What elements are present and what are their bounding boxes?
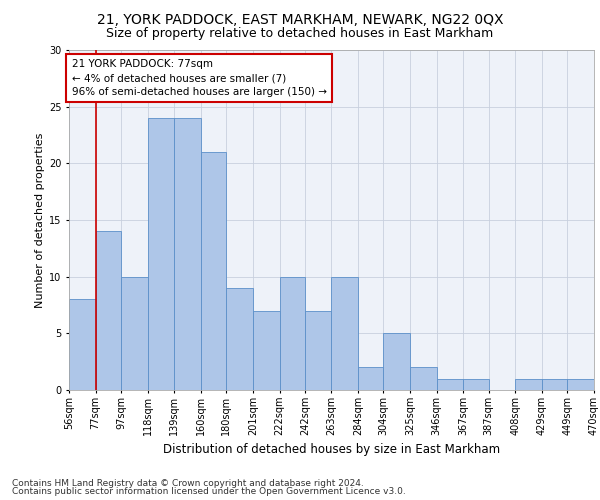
- Bar: [253, 310, 280, 390]
- Bar: [280, 276, 305, 390]
- Text: 21, YORK PADDOCK, EAST MARKHAM, NEWARK, NG22 0QX: 21, YORK PADDOCK, EAST MARKHAM, NEWARK, …: [97, 12, 503, 26]
- Bar: [201, 152, 226, 390]
- Bar: [383, 334, 410, 390]
- Bar: [542, 378, 568, 390]
- Bar: [410, 368, 437, 390]
- Text: Size of property relative to detached houses in East Markham: Size of property relative to detached ho…: [106, 28, 494, 40]
- Bar: [358, 368, 383, 390]
- Bar: [463, 378, 489, 390]
- X-axis label: Distribution of detached houses by size in East Markham: Distribution of detached houses by size …: [163, 444, 500, 456]
- Text: 21 YORK PADDOCK: 77sqm
← 4% of detached houses are smaller (7)
96% of semi-detac: 21 YORK PADDOCK: 77sqm ← 4% of detached …: [71, 59, 326, 97]
- Text: Contains public sector information licensed under the Open Government Licence v3: Contains public sector information licen…: [12, 487, 406, 496]
- Bar: [148, 118, 174, 390]
- Text: Contains HM Land Registry data © Crown copyright and database right 2024.: Contains HM Land Registry data © Crown c…: [12, 478, 364, 488]
- Bar: [568, 378, 594, 390]
- Bar: [305, 310, 331, 390]
- Bar: [69, 300, 95, 390]
- Bar: [437, 378, 463, 390]
- Y-axis label: Number of detached properties: Number of detached properties: [35, 132, 44, 308]
- Bar: [121, 276, 148, 390]
- Bar: [594, 378, 600, 390]
- Bar: [226, 288, 253, 390]
- Bar: [331, 276, 358, 390]
- Bar: [174, 118, 201, 390]
- Bar: [95, 232, 121, 390]
- Bar: [515, 378, 542, 390]
